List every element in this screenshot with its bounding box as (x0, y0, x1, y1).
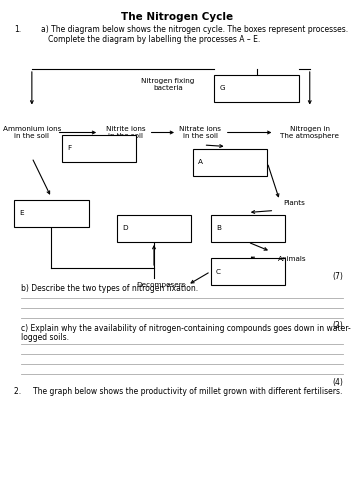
Text: (2): (2) (333, 321, 343, 330)
Bar (193, 149, 267, 176)
Text: Nitrate ions
in the soil: Nitrate ions in the soil (179, 126, 221, 139)
Bar (211, 215, 285, 242)
Bar (117, 215, 191, 242)
Text: C: C (216, 268, 221, 274)
Text: Ammonium ions
in the soil: Ammonium ions in the soil (3, 126, 61, 139)
Text: A: A (198, 160, 203, 166)
Text: D: D (122, 226, 128, 232)
Bar (214, 75, 299, 102)
Text: G: G (219, 86, 225, 91)
Text: Plants: Plants (283, 200, 305, 206)
Bar (62, 135, 136, 162)
Text: B: B (216, 226, 221, 232)
Text: b) Describe the two types of nitrogen fixation.: b) Describe the two types of nitrogen fi… (21, 284, 198, 293)
Text: Nitrite ions
in the soil: Nitrite ions in the soil (106, 126, 145, 139)
Bar (211, 258, 285, 285)
Text: The Nitrogen Cycle: The Nitrogen Cycle (121, 12, 233, 22)
Bar (14, 200, 88, 227)
Text: c) Explain why the availability of nitrogen-containing compounds goes down in wa: c) Explain why the availability of nitro… (21, 324, 351, 333)
Text: (4): (4) (332, 378, 343, 386)
Text: 2.     The graph below shows the productivity of millet grown with different fer: 2. The graph below shows the productivit… (14, 387, 343, 396)
Text: F: F (67, 146, 72, 152)
Text: E: E (19, 210, 24, 216)
Text: 1.: 1. (14, 25, 21, 34)
Text: Nitrogen in
The atmosphere: Nitrogen in The atmosphere (280, 126, 339, 139)
Text: a) The diagram below shows the nitrogen cycle. The boxes represent processes.: a) The diagram below shows the nitrogen … (41, 25, 348, 34)
Text: (7): (7) (332, 272, 343, 280)
Text: Complete the diagram by labelling the processes A – E.: Complete the diagram by labelling the pr… (41, 35, 260, 44)
Text: logged soils.: logged soils. (21, 333, 69, 342)
Text: Nitrogen fixing
bacteria: Nitrogen fixing bacteria (142, 78, 195, 90)
Text: Decomposers: Decomposers (136, 282, 186, 288)
Text: Animals: Animals (278, 256, 307, 262)
